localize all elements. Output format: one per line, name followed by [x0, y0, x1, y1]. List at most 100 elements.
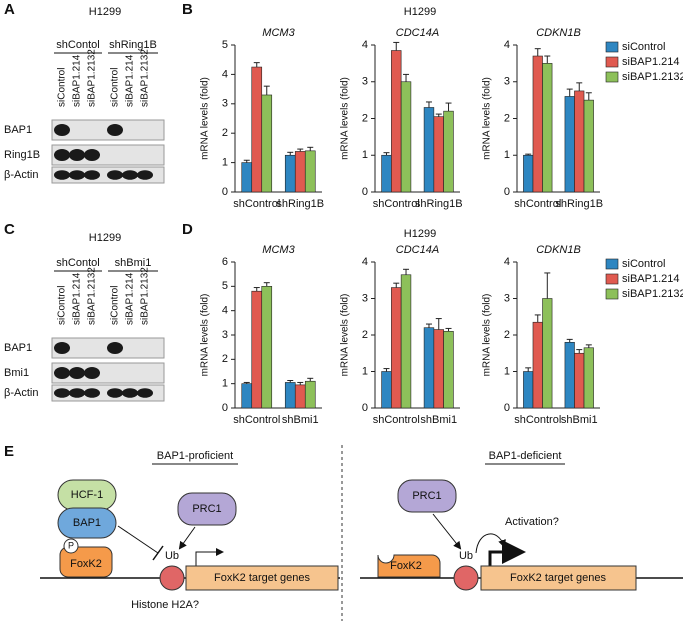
bar	[443, 110, 454, 193]
row-label: BAP1	[4, 124, 32, 136]
chart-title: CDC14A	[396, 244, 439, 256]
x-tick-label: shControl	[514, 414, 561, 426]
cell-line: H1299	[89, 6, 121, 18]
legend-swatch	[605, 258, 619, 270]
y-tick-label: 0	[504, 186, 510, 198]
lane-label: siBAP1.2132	[87, 267, 98, 325]
y-tick-label: 2	[504, 112, 510, 124]
bar	[532, 55, 543, 193]
y-tick-label: 3	[362, 76, 368, 88]
bar	[583, 99, 594, 193]
gene-label: FoxK2 target genes	[214, 572, 311, 584]
y-axis-label: mRNA levels (fold)	[200, 77, 211, 160]
bar	[381, 371, 392, 409]
bar	[241, 162, 253, 193]
foxk2-shape	[377, 554, 441, 578]
foxk2-shape	[59, 546, 113, 578]
y-axis-label: mRNA levels (fold)	[340, 294, 351, 377]
bar	[391, 50, 402, 193]
bar	[523, 154, 534, 193]
y-axis-label: mRNA levels (fold)	[482, 77, 493, 160]
chart-title: CDKN1B	[536, 244, 581, 256]
x-tick-label: shControl	[373, 198, 420, 210]
activation-label: Activation?	[505, 516, 559, 528]
bar	[574, 352, 585, 409]
band	[84, 388, 100, 398]
y-tick-label: 3	[504, 76, 510, 88]
y-tick-label: 4	[504, 256, 510, 268]
bar	[542, 298, 553, 409]
diagram-title: BAP1-proficient	[157, 450, 233, 462]
band	[69, 170, 85, 180]
legend-swatch	[605, 56, 619, 68]
cell-line: H1299	[404, 228, 436, 240]
y-tick-label: 0	[222, 186, 228, 198]
y-axis-label: mRNA levels (fold)	[482, 294, 493, 377]
band	[69, 149, 85, 161]
y-tick-label: 2	[222, 127, 228, 139]
y-tick-label: 0	[362, 402, 368, 414]
band	[54, 124, 70, 136]
bar	[391, 287, 402, 409]
legend-swatch	[605, 71, 619, 83]
gene-box	[480, 565, 637, 591]
cell-line: H1299	[89, 232, 121, 244]
lane-label: siControl	[110, 68, 121, 107]
bar	[294, 384, 306, 409]
bar	[304, 380, 316, 409]
chart-title: MCM3	[262, 27, 295, 39]
row-label: BAP1	[4, 342, 32, 354]
band	[122, 388, 138, 398]
arrow	[178, 526, 196, 550]
legend-label: siBAP1.214	[622, 273, 679, 285]
bar	[423, 327, 435, 409]
y-tick-label: 0	[222, 402, 228, 414]
x-tick-label: shBmi1	[282, 414, 319, 426]
gene-label: FoxK2 target genes	[510, 572, 607, 584]
protein-label: HCF-1	[71, 489, 103, 501]
lane-label: siControl	[57, 286, 68, 325]
bar	[294, 151, 306, 193]
band	[54, 342, 70, 354]
activation-arrow	[475, 533, 506, 554]
y-tick-label: 1	[362, 149, 368, 161]
protein-label: PRC1	[192, 503, 221, 515]
x-tick-label: shControl	[233, 414, 280, 426]
x-tick-label: shBmi1	[561, 414, 598, 426]
protein-label: PRC1	[412, 490, 441, 502]
ub-label: Ub	[459, 550, 473, 562]
row-label: β-Actin	[4, 169, 38, 181]
bar	[583, 347, 594, 409]
h2a-shape	[453, 565, 479, 591]
group-label: shBmi1	[115, 257, 152, 269]
panel-letter: C	[4, 221, 15, 238]
diagram-title: BAP1-deficient	[489, 450, 562, 462]
ub-label: Ub	[165, 550, 179, 562]
bar	[241, 383, 253, 409]
lane-label: siBAP1.2132	[87, 49, 98, 107]
lane-label: siBAP1.214	[72, 54, 83, 107]
y-tick-label: 1	[222, 378, 228, 390]
y-tick-label: 1	[504, 365, 510, 377]
band	[107, 342, 123, 354]
y-tick-label: 2	[222, 353, 228, 365]
y-tick-label: 3	[222, 329, 228, 341]
band	[54, 388, 70, 398]
chart-title: CDKN1B	[536, 27, 581, 39]
lane-label: siControl	[110, 286, 121, 325]
lane-label: siBAP1.2132	[140, 49, 151, 107]
bar	[261, 286, 273, 409]
y-tick-label: 0	[362, 186, 368, 198]
bar	[251, 290, 263, 409]
bar	[542, 63, 553, 193]
bar	[443, 331, 454, 409]
bap1-shape	[57, 507, 117, 539]
bar	[433, 329, 444, 409]
phospho-label: P	[68, 540, 74, 550]
chart-title: MCM3	[262, 244, 295, 256]
lane-label: siBAP1.214	[125, 54, 136, 107]
band	[137, 388, 153, 398]
bar	[433, 116, 444, 193]
inhibition-bar	[152, 545, 164, 561]
legend-swatch	[605, 41, 619, 53]
